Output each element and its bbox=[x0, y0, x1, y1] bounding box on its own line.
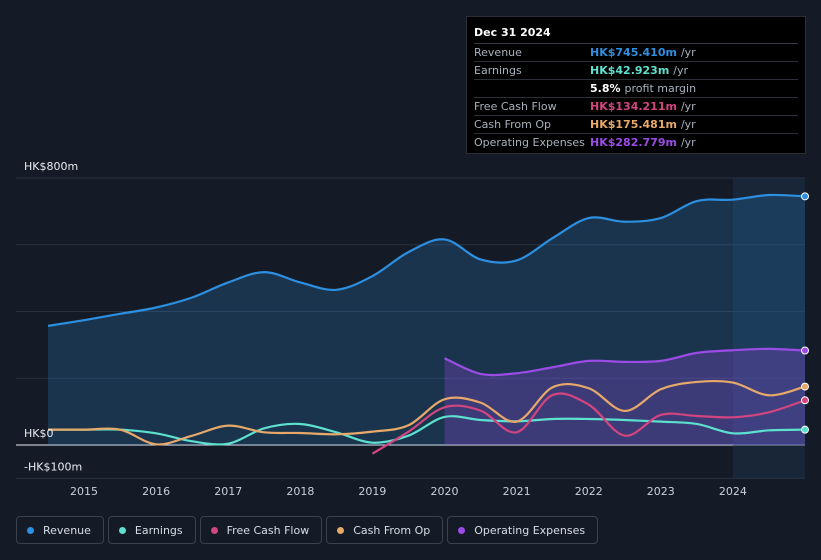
tooltip-row-unit: profit margin bbox=[624, 82, 697, 95]
legend-item-revenue[interactable]: Revenue bbox=[16, 516, 104, 544]
legend-dot-icon bbox=[210, 526, 218, 534]
legend: Revenue Earnings Free Cash Flow Cash From O… bbox=[16, 516, 599, 544]
tooltip-row: Revenue HK$745.410m/yr bbox=[474, 44, 798, 62]
x-tick-label: 2024 bbox=[719, 485, 747, 498]
tooltip-row-value: HK$134.211m bbox=[590, 100, 677, 113]
grid bbox=[16, 177, 805, 479]
legend-item-operating-expenses[interactable]: Operating Expenses bbox=[447, 516, 599, 544]
x-tick-label: 2021 bbox=[503, 485, 531, 498]
x-tick-label: 2015 bbox=[70, 485, 98, 498]
tooltip-row-label: Free Cash Flow bbox=[474, 100, 557, 113]
tooltip-row: Operating Expenses HK$282.779m/yr bbox=[474, 134, 798, 151]
end-dot-operating-expenses bbox=[801, 346, 809, 355]
legend-dot-icon bbox=[458, 526, 466, 534]
line-earnings bbox=[48, 415, 806, 446]
x-tick-label: 2022 bbox=[575, 485, 603, 498]
x-tick-label: 2023 bbox=[647, 485, 675, 498]
x-axis-ticks: 2015 2016 2017 2018 2019 2020 2021 2022 2023 2024 bbox=[70, 485, 747, 498]
tooltip-row-value: 5.8% bbox=[590, 82, 621, 95]
tooltip-row-label: Earnings bbox=[474, 64, 522, 77]
line-free-cash-flow bbox=[371, 392, 806, 455]
tooltip-row-value: HK$282.779m bbox=[590, 136, 677, 149]
area-revenue bbox=[48, 194, 805, 445]
tooltip-row: Cash From Op HK$175.481m/yr bbox=[474, 116, 798, 134]
x-tick-label: 2019 bbox=[358, 485, 386, 498]
tooltip-row: Free Cash Flow HK$134.211m/yr bbox=[474, 98, 798, 116]
tooltip-row-value: HK$175.481m bbox=[590, 118, 677, 131]
tooltip-row-unit: /yr bbox=[680, 100, 696, 113]
series-end-dots bbox=[801, 192, 809, 434]
y-axis-label-top: HK$800m bbox=[24, 160, 78, 173]
end-dot-revenue bbox=[801, 192, 809, 201]
y-axis-label-zero: HK$0 bbox=[24, 427, 53, 440]
highlight-band bbox=[732, 178, 805, 479]
legend-dot-icon bbox=[118, 526, 126, 534]
tooltip-row-label: Cash From Op bbox=[474, 118, 552, 131]
end-dot-free-cash-flow bbox=[801, 396, 809, 405]
x-tick-label: 2017 bbox=[214, 485, 242, 498]
tooltip-row-unit: /yr bbox=[680, 136, 696, 149]
tooltip-row-unit: /yr bbox=[680, 46, 696, 59]
legend-dot-icon bbox=[27, 526, 34, 534]
x-tick-label: 2018 bbox=[286, 485, 314, 498]
legend-item-free-cash-flow[interactable]: Free Cash Flow bbox=[199, 516, 323, 544]
legend-dot-icon bbox=[337, 526, 345, 534]
tooltip-row: 5.8% profit margin bbox=[474, 80, 798, 98]
tooltip-row: Earnings HK$42.923m/yr bbox=[474, 62, 798, 80]
legend-label: Free Cash Flow bbox=[226, 523, 310, 537]
line-revenue bbox=[47, 193, 806, 327]
legend-label: Earnings bbox=[134, 523, 183, 537]
line-cash-from-op bbox=[48, 379, 806, 446]
legend-item-cash-from-op[interactable]: Cash From Op bbox=[326, 516, 444, 544]
series-lines bbox=[47, 193, 806, 455]
x-tick-label: 2020 bbox=[431, 485, 459, 498]
legend-label: Operating Expenses bbox=[474, 523, 586, 537]
data-tooltip: Dec 31 2024 Revenue HK$745.410m/yr Earning… bbox=[466, 16, 806, 154]
tooltip-row-label bbox=[474, 80, 590, 97]
tooltip-row-unit: /yr bbox=[673, 64, 689, 77]
tooltip-row-label: Operating Expenses bbox=[474, 136, 585, 149]
legend-label: Revenue bbox=[43, 523, 91, 537]
area-fills bbox=[48, 194, 805, 445]
tooltip-row-unit: /yr bbox=[680, 118, 696, 131]
tooltip-date: Dec 31 2024 bbox=[474, 23, 798, 44]
tooltip-row-value: HK$745.410m bbox=[590, 46, 677, 59]
line-operating-expenses bbox=[444, 347, 806, 377]
legend-label: Cash From Op bbox=[353, 523, 431, 537]
tooltip-row-value: HK$42.923m bbox=[590, 64, 670, 77]
y-axis-label-bottom: -HK$100m bbox=[24, 460, 82, 473]
x-tick-label: 2016 bbox=[142, 485, 170, 498]
end-dot-cash-from-op bbox=[801, 382, 809, 391]
tooltip-row-label: Revenue bbox=[474, 46, 522, 59]
end-dot-earnings bbox=[801, 425, 809, 434]
legend-item-earnings[interactable]: Earnings bbox=[107, 516, 196, 544]
